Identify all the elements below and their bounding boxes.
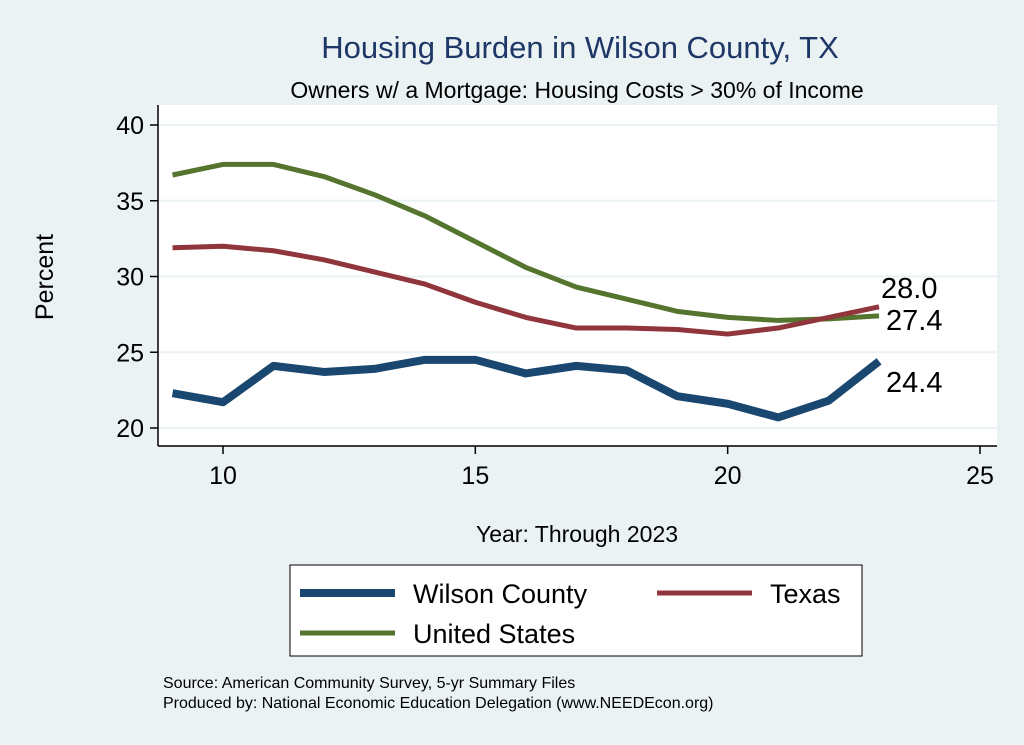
x-tick-label: 20	[714, 462, 742, 490]
end-label: 24.4	[886, 367, 942, 399]
x-axis-label: Year: Through 2023	[476, 521, 678, 547]
end-label: 27.4	[886, 305, 942, 337]
y-tick-label: 25	[116, 339, 144, 367]
legend-label: Wilson County	[413, 579, 588, 609]
y-tick-label: 40	[116, 112, 144, 140]
end-label: 28.0	[881, 273, 937, 305]
series-line-texas	[172, 243, 880, 337]
y-tick-label: 20	[116, 415, 144, 443]
x-tick-label: 10	[209, 462, 237, 490]
series-line-wilson-county	[171, 355, 882, 422]
x-tick-label: 25	[966, 462, 994, 490]
source-note: Source: American Community Survey, 5-yr …	[163, 675, 575, 692]
series-line-united-states	[172, 161, 880, 323]
chart-subtitle: Owners w/ a Mortgage: Housing Costs > 30…	[290, 77, 863, 103]
legend-label: Texas	[770, 579, 841, 609]
y-tick-label: 30	[116, 264, 144, 292]
y-tick-label: 35	[116, 188, 144, 216]
chart-title: Housing Burden in Wilson County, TX	[321, 30, 839, 65]
plot-area	[158, 105, 997, 445]
legend: Wilson County Texas United States	[289, 564, 863, 657]
y-axis-label: Percent	[31, 234, 59, 320]
produced-by-note: Produced by: National Economic Education…	[163, 695, 714, 712]
legend-label: United States	[413, 619, 575, 649]
x-tick-label: 15	[461, 462, 489, 490]
